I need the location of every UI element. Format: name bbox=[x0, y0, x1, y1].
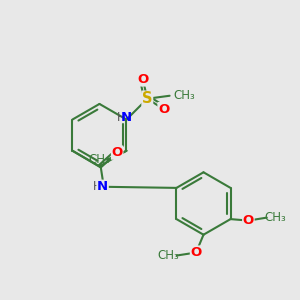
Text: O: O bbox=[243, 214, 254, 227]
Text: O: O bbox=[137, 73, 148, 86]
Text: S: S bbox=[142, 91, 153, 106]
Text: O: O bbox=[158, 103, 169, 116]
Text: N: N bbox=[97, 180, 108, 193]
Text: H: H bbox=[117, 111, 125, 124]
Text: O: O bbox=[190, 246, 202, 259]
Text: H: H bbox=[93, 180, 102, 193]
Text: CH₃: CH₃ bbox=[173, 89, 195, 102]
Text: CH₃: CH₃ bbox=[265, 211, 286, 224]
Text: N: N bbox=[120, 111, 131, 124]
Text: CH₃: CH₃ bbox=[89, 153, 111, 166]
Text: O: O bbox=[112, 146, 123, 159]
Text: CH₃: CH₃ bbox=[157, 249, 179, 262]
